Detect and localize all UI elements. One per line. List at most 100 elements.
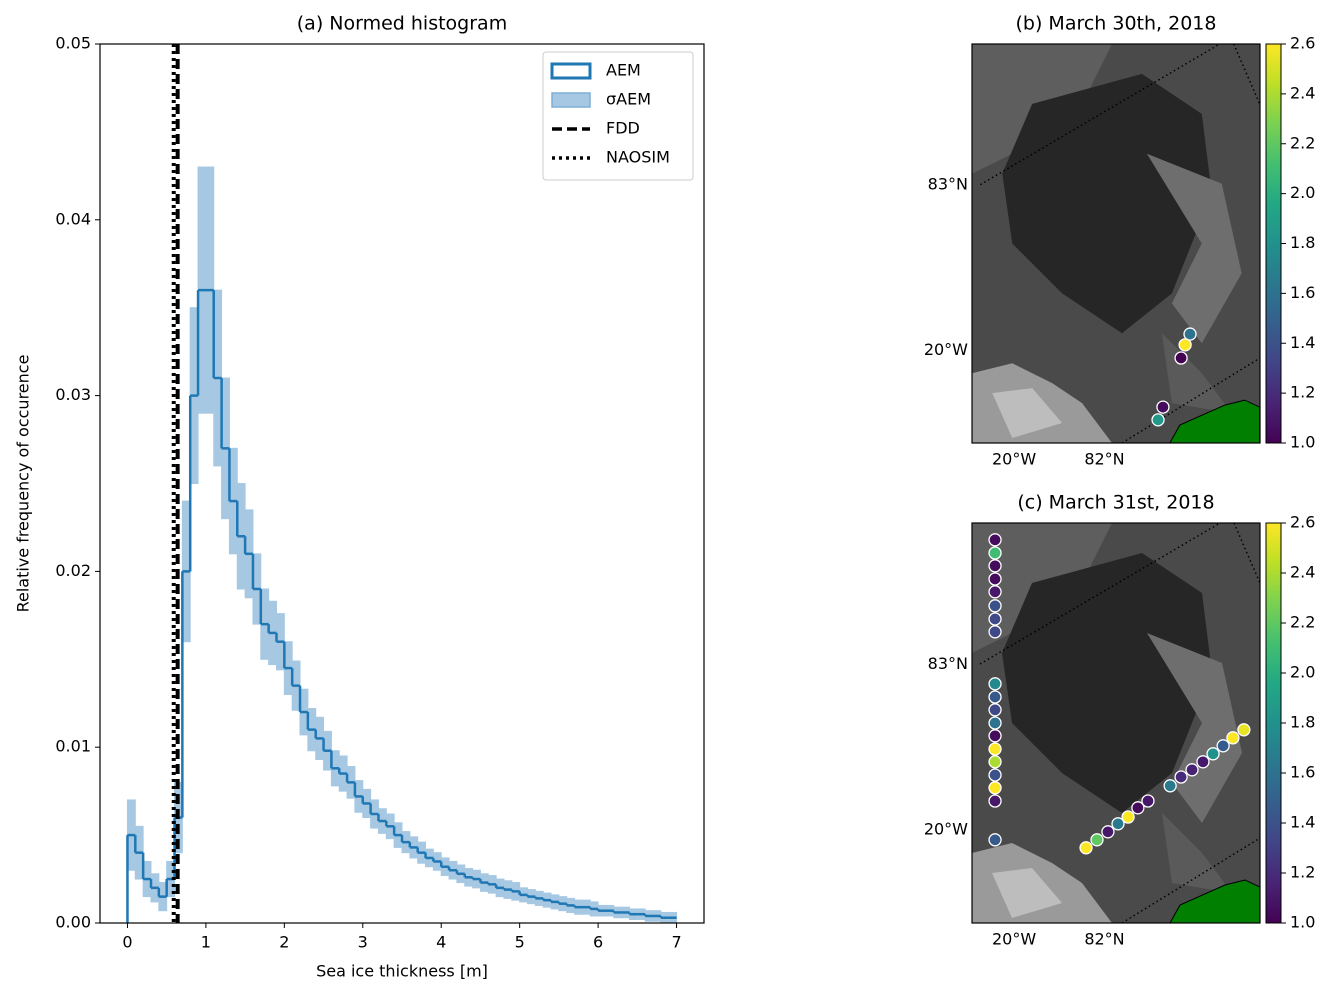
- y-axis-label: Relative frequency of occurence: [14, 355, 33, 613]
- colorbar-tick-label: 2.2: [1290, 613, 1315, 632]
- colorbar-tick-label: 1.0: [1290, 913, 1315, 932]
- x-tick-label: 6: [593, 933, 603, 952]
- colorbar-tick-label: 1.4: [1290, 813, 1315, 832]
- y-tick-label: 0.03: [55, 385, 91, 404]
- colorbar-tick-label: 2.2: [1290, 133, 1315, 152]
- data-point: [988, 833, 1002, 847]
- y-tick-label: 0.01: [55, 737, 91, 756]
- data-point: [1183, 327, 1197, 341]
- colorbar: [1265, 43, 1282, 444]
- data-point: [988, 599, 1002, 613]
- axes-frame: [971, 522, 1261, 924]
- y-tick-label: 0.02: [55, 561, 91, 580]
- data-point: [988, 690, 1002, 704]
- legend-swatch: [550, 62, 592, 80]
- lat-lon-label: 20°W: [924, 820, 968, 839]
- data-point: [1090, 833, 1104, 847]
- data-point: [988, 781, 1002, 795]
- data-point: [988, 612, 1002, 626]
- data-point: [1141, 794, 1155, 808]
- x-tick-label: 0: [122, 933, 132, 952]
- colorbar-tick-label: 2.0: [1290, 183, 1315, 202]
- colorbar-tick-label: 1.2: [1290, 863, 1315, 882]
- data-point: [988, 794, 1002, 808]
- y-tick-label: 0.05: [55, 34, 91, 53]
- data-point: [988, 716, 1002, 730]
- x-tick-label: 7: [671, 933, 681, 952]
- plot-area: [126, 44, 678, 923]
- data-point: [1237, 723, 1251, 737]
- map-background: [972, 44, 1260, 443]
- lat-lon-label: 20°W: [992, 450, 1036, 469]
- colorbar-tick-label: 1.6: [1290, 283, 1315, 302]
- legend: AEM σAEM FDD NAOSIM: [542, 51, 694, 181]
- x-tick-label: 1: [201, 933, 211, 952]
- colorbar-tick-label: 1.8: [1290, 233, 1315, 252]
- data-point: [988, 703, 1002, 717]
- lat-lon-label: 83°N: [928, 175, 968, 194]
- colorbar-tick-label: 2.0: [1290, 663, 1315, 682]
- lat-lon-label: 20°W: [924, 340, 968, 359]
- data-point: [1206, 747, 1220, 761]
- x-tick-label: 3: [358, 933, 368, 952]
- data-point: [1174, 770, 1188, 784]
- data-point: [988, 572, 1002, 586]
- data-point: [1226, 731, 1240, 745]
- y-tick-label: 0.04: [55, 209, 91, 228]
- axes-frame: [99, 43, 705, 924]
- colorbar-tick-label: 2.6: [1290, 34, 1315, 53]
- data-point: [988, 742, 1002, 756]
- legend-label: σAEM: [606, 90, 651, 109]
- colorbar-tick-label: 1.4: [1290, 333, 1315, 352]
- colorbar-tick-label: 2.4: [1290, 83, 1315, 102]
- data-point: [1079, 841, 1093, 855]
- data-point: [1151, 413, 1165, 427]
- chart-title: (b) March 30th, 2018: [1016, 13, 1217, 35]
- data-point: [988, 755, 1002, 769]
- data-point: [1178, 338, 1192, 352]
- data-point: [1196, 755, 1210, 769]
- data-point: [1174, 351, 1188, 365]
- data-point: [988, 546, 1002, 560]
- colorbar-tick-label: 1.6: [1290, 763, 1315, 782]
- x-axis-label: Sea ice thickness [m]: [316, 962, 488, 981]
- lat-lon-label: 83°N: [928, 654, 968, 673]
- data-point: [988, 625, 1002, 639]
- lat-lon-label: 20°W: [992, 930, 1036, 949]
- map-background: [972, 523, 1260, 923]
- x-tick-label: 2: [279, 933, 289, 952]
- colorbar-tick-label: 1.8: [1290, 713, 1315, 732]
- colorbar-tick-label: 2.6: [1290, 513, 1315, 532]
- data-point: [988, 585, 1002, 599]
- data-point: [988, 768, 1002, 782]
- colorbar-tick-label: 2.4: [1290, 563, 1315, 582]
- axes-frame: [971, 43, 1261, 444]
- lat-lon-label: 82°N: [1084, 450, 1124, 469]
- x-tick-label: 5: [515, 933, 525, 952]
- data-point: [1101, 825, 1115, 839]
- data-point: [988, 559, 1002, 573]
- y-tick-label: 0.00: [55, 913, 91, 932]
- legend-label: NAOSIM: [606, 148, 670, 167]
- legend-label: AEM: [606, 61, 641, 80]
- data-point: [988, 729, 1002, 743]
- legend-label: FDD: [606, 119, 640, 138]
- data-point: [1185, 763, 1199, 777]
- colorbar-tick-label: 1.2: [1290, 383, 1315, 402]
- x-tick-label: 4: [436, 933, 446, 952]
- colorbar: [1265, 522, 1282, 924]
- data-point: [1131, 801, 1145, 815]
- legend-frame: [542, 51, 694, 181]
- chart-title: (a) Normed histogram: [297, 13, 507, 35]
- data-point: [1163, 779, 1177, 793]
- data-point: [1121, 810, 1135, 824]
- chart-title: (c) March 31st, 2018: [1017, 492, 1214, 514]
- data-point: [1156, 400, 1170, 414]
- data-point: [1111, 817, 1125, 831]
- data-point: [1216, 739, 1230, 753]
- data-point: [988, 677, 1002, 691]
- legend-swatch: [551, 92, 591, 108]
- colorbar-tick-label: 1.0: [1290, 433, 1315, 452]
- data-point: [988, 533, 1002, 547]
